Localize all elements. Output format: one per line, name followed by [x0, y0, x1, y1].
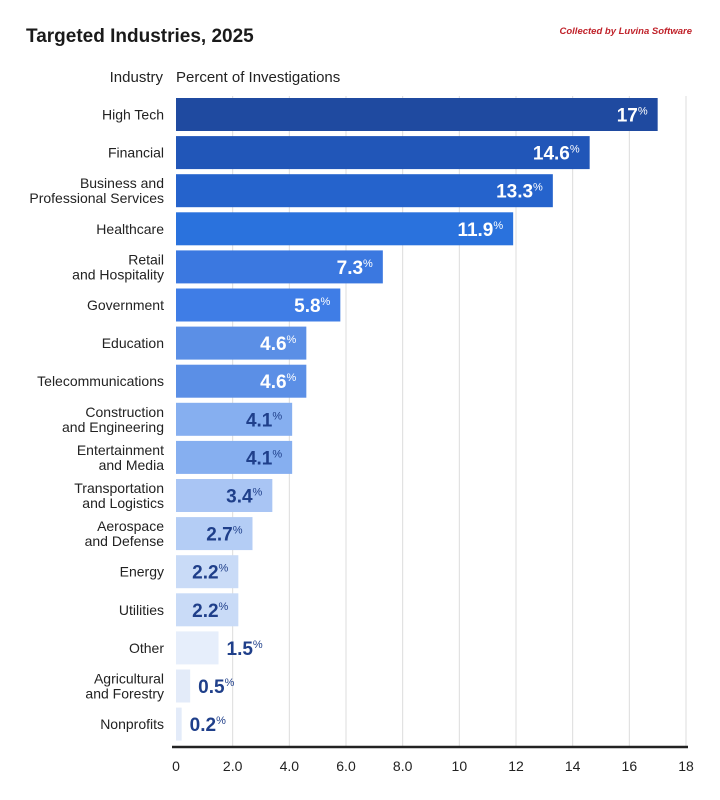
category-label: Utilities: [119, 602, 164, 618]
x-tick-label: 14: [565, 758, 581, 774]
x-tick-label: 8.0: [393, 758, 413, 774]
value-label: 2.7%: [206, 525, 242, 546]
category-label: Nonprofits: [100, 716, 164, 732]
category-label: Professional Services: [29, 190, 164, 206]
bar: [176, 98, 658, 131]
bar: [176, 326, 307, 360]
category-label: and Defense: [85, 533, 165, 549]
bar: [176, 631, 219, 665]
x-tick-label: 4.0: [280, 758, 300, 774]
value-label: 7.3%: [337, 258, 373, 279]
category-label: High Tech: [102, 107, 164, 123]
category-label: Aerospace: [97, 518, 164, 534]
category-label: and Logistics: [82, 495, 164, 511]
value-label: 4.6%: [260, 334, 296, 355]
category-label: Education: [102, 335, 164, 351]
y-axis-label: Industry: [109, 69, 163, 86]
category-label: Financial: [108, 145, 164, 161]
category-label: Telecommunications: [37, 373, 164, 389]
category-label: and Forestry: [85, 686, 164, 702]
value-label: 4.1%: [246, 410, 282, 431]
bar: [176, 136, 590, 170]
category-label: Healthcare: [96, 221, 164, 237]
bar: [176, 669, 191, 703]
category-label: Agricultural: [94, 671, 164, 687]
bar: [176, 593, 239, 627]
value-label: 0.2%: [190, 715, 226, 736]
x-tick-label: 18: [678, 758, 694, 774]
value-label: 0.5%: [198, 677, 234, 698]
value-label: 4.6%: [260, 372, 296, 393]
x-axis-label: Percent of Investigations: [176, 69, 341, 86]
category-label: Business and: [80, 175, 164, 191]
x-tick-label: 10: [452, 758, 468, 774]
bar: [176, 250, 383, 284]
x-tick-label: 12: [508, 758, 524, 774]
x-tick-label: 2.0: [223, 758, 243, 774]
bar: [176, 402, 293, 436]
category-label: Retail: [128, 251, 164, 267]
category-label: Construction: [85, 404, 164, 420]
value-label: 13.3%: [496, 182, 543, 203]
value-label: 2.2%: [192, 563, 228, 584]
x-tick-label: 16: [622, 758, 638, 774]
chart-title: Targeted Industries, 2025: [26, 26, 254, 47]
value-label: 5.8%: [294, 296, 330, 317]
bar: [176, 174, 553, 208]
category-label: Transportation: [74, 480, 164, 496]
value-label: 17%: [617, 106, 648, 127]
category-label: Entertainment: [77, 442, 164, 458]
category-label: and Engineering: [62, 419, 164, 435]
credit-text: Collected by Luvina Software: [559, 26, 693, 37]
value-label: 14.6%: [533, 144, 580, 165]
category-label: Government: [87, 297, 164, 313]
value-label: 1.5%: [227, 639, 263, 660]
value-label: 4.1%: [246, 448, 282, 469]
x-tick-label: 0: [172, 758, 180, 774]
x-tick-label: 6.0: [336, 758, 356, 774]
value-label: 2.2%: [192, 601, 228, 622]
bar: [176, 707, 182, 741]
bar: [176, 479, 273, 512]
category-label: Other: [129, 640, 164, 656]
category-label: and Media: [99, 457, 165, 473]
value-label: 11.9%: [457, 220, 503, 241]
bar: [176, 212, 514, 246]
category-label: and Hospitality: [72, 266, 164, 282]
category-label: Energy: [120, 564, 164, 580]
bar: [176, 517, 253, 551]
bar: [176, 364, 307, 398]
bar: [176, 440, 293, 474]
bar: [176, 288, 341, 322]
value-label: 3.4%: [226, 487, 262, 508]
bar: [176, 555, 239, 589]
